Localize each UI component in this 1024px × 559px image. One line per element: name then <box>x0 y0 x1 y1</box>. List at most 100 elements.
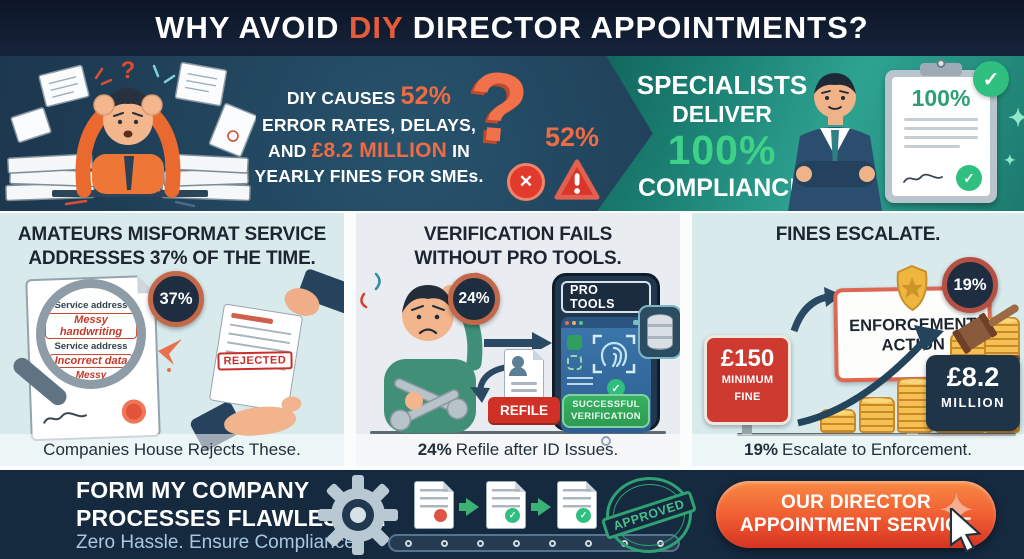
million-amount: £8.2 <box>946 362 1000 392</box>
cta-line-2: APPOINTMENT SERVICE <box>739 514 973 536</box>
arrow-right-icon <box>459 498 479 516</box>
panel-fines-escalate: FINES ESCALATE. £150 MINIMUM FINE ENFORC… <box>692 213 1024 466</box>
title-suffix: DIRECTOR APPOINTMENTS? <box>403 10 869 45</box>
success-line-1: SUCCESSFUL <box>572 399 640 411</box>
diy-text-2: ERROR RATES, DELAYS, <box>261 114 477 135</box>
caption-stat: 19% <box>744 440 779 459</box>
fine-amount: £150 <box>720 345 775 372</box>
panel-title-line-2: WITHOUT PRO TOOLS. <box>414 247 622 269</box>
service-address-document <box>25 274 161 442</box>
caption-text: Escalate to Enforcement. <box>782 440 972 459</box>
enforcement-action-sign: ENFORCEMENT ACTION <box>833 264 993 383</box>
panel-verification-fails: VERIFICATION FAILS WITHOUT PRO TOOLS. ? <box>356 213 680 466</box>
sign-post <box>742 423 752 435</box>
fifty-two-percent-label: 52% <box>545 122 600 152</box>
scan-tool-icon <box>567 355 582 370</box>
tablet-screen: ✓ SUCCESSFUL VERIFICATION <box>561 317 651 433</box>
cta-line-1: OUR DIRECTOR <box>781 491 931 513</box>
page-title: WHY AVOID DIY DIRECTOR APPOINTMENTS? <box>155 10 868 46</box>
diy-text-4: IN <box>447 140 470 161</box>
footer-subline: Zero Hassle. Ensure Compliance. <box>76 532 361 553</box>
panel-caption: 19% Escalate to Enforcement. <box>692 434 1024 466</box>
million-fines-badge: £8.2 MILLION <box>926 355 1020 431</box>
wax-seal-icon <box>121 399 147 425</box>
title-prefix: WHY AVOID <box>155 10 349 45</box>
clipboard-page: 100% ✓ <box>892 77 990 196</box>
arrow-up-icon <box>790 287 842 333</box>
diy-text-3: AND <box>268 140 312 161</box>
dna-tool-icon <box>567 335 582 350</box>
rising-trend-arrow <box>797 325 944 427</box>
million-label: MILLION <box>941 395 1005 410</box>
specialist-section: SPECIALISTS DELIVER 100% COMPLIANCE <box>597 56 1024 211</box>
panel-title: FINES ESCALATE. <box>692 213 1024 247</box>
gear-icon <box>318 475 398 555</box>
footer-headline-1: FORM MY COMPANY <box>76 477 310 503</box>
fine-label-2: FINE <box>734 390 761 403</box>
pro-tools-tablet: PRO TOOLS <box>552 273 660 446</box>
specialist-person-illustration <box>788 73 882 211</box>
panel-title: VERIFICATION FAILS WITHOUT PRO TOOLS. <box>356 213 680 271</box>
pro-tools-label: PRO TOOLS <box>561 281 651 313</box>
document-icon: ✓ <box>557 481 597 529</box>
specialist-line-2: DELIVER <box>672 100 772 127</box>
document-icon <box>414 481 454 529</box>
ground-line <box>370 431 666 434</box>
doc-error-text: Messy <box>75 370 107 381</box>
tablet-home-button <box>601 436 611 446</box>
successful-verification-badge: SUCCESSFUL VERIFICATION <box>562 394 650 428</box>
rejected-stamp: REJECTED <box>217 351 293 371</box>
director-appointment-service-button[interactable]: OUR DIRECTOR APPOINTMENT SERVICE ✦ <box>716 481 996 552</box>
specialist-text: SPECIALISTS DELIVER 100% COMPLIANCE <box>622 70 822 202</box>
panel-title-line-2: ADDRESSES 37% OF THE TIME. <box>28 247 316 269</box>
caption-text: Companies House Rejects These. <box>43 440 301 459</box>
warning-triangle-icon <box>554 159 600 200</box>
database-icon <box>638 305 680 359</box>
specialist-stat: 100% <box>667 126 777 173</box>
document-icon: ✓ <box>486 481 526 529</box>
signature-squiggle <box>903 173 943 183</box>
panel-caption: Companies House Rejects These. <box>0 434 344 466</box>
diy-stat-millions: £8.2 MILLION <box>311 138 448 162</box>
question-mark-icon: ? <box>463 56 533 165</box>
id-document-icon <box>504 349 544 399</box>
footer-cta-bar: FORM MY COMPANY PROCESSES FLAWLESSLY. Ze… <box>0 467 1024 559</box>
panel-caption: 24% Refile after ID Issues. <box>356 434 680 466</box>
diy-text-1: DIY CAUSES <box>286 88 401 108</box>
signature-squiggle <box>43 412 87 424</box>
magnifier-icon: Service address Messy handwriting Servic… <box>10 279 146 409</box>
title-highlight: DIY <box>348 10 404 45</box>
approved-stamp: APPROVED <box>600 474 698 556</box>
check-icon: ✓ <box>973 61 1009 97</box>
svg-text:?: ? <box>121 57 136 84</box>
hero-section: ? <box>0 56 1024 211</box>
arrow-right-icon <box>484 332 552 354</box>
check-icon: ✓ <box>505 508 520 523</box>
diy-stat-52: 52% <box>400 82 452 110</box>
caption-stat: 24% <box>417 440 452 459</box>
error-cross-icon: ✕ <box>507 163 545 201</box>
arrow-return-icon <box>470 364 509 403</box>
stats-panels-row: AMATEURS MISFORMAT SERVICE ADDRESSES 37%… <box>0 211 1024 467</box>
check-icon: ✓ <box>956 165 982 191</box>
check-icon: ✓ <box>576 508 591 523</box>
doc-error-text: Incorrect data <box>48 354 134 368</box>
caption-text: Refile after ID Issues. <box>455 440 619 459</box>
seal-icon <box>434 509 447 522</box>
diy-risk-text: DIY CAUSES 52% ERROR RATES, DELAYS, AND … <box>252 80 486 189</box>
panel-title-line-1: AMATEURS MISFORMAT SERVICE <box>17 224 327 245</box>
panel-title-line-1: FINES ESCALATE. <box>775 224 941 245</box>
stat-badge-24: 24% <box>448 273 500 325</box>
sparkle-icon: ✦ <box>1004 152 1016 168</box>
clipboard-clip <box>920 63 962 76</box>
diy-text-5: YEARLY FINES FOR SMEs. <box>254 166 484 187</box>
refile-badge: REFILE <box>488 397 560 423</box>
sparkle-icon: ✦ <box>1008 105 1024 132</box>
doc-field-label: Service address <box>54 300 128 311</box>
specialist-line-3: COMPLIANCE <box>637 173 807 202</box>
doc-field-label: Service address <box>54 341 128 352</box>
arrow-right-icon <box>531 498 551 516</box>
fingerprint-scan-icon <box>592 334 636 374</box>
specialist-line-1: SPECIALISTS <box>636 70 808 100</box>
minimum-fine-sign: £150 MINIMUM FINE <box>704 335 791 425</box>
